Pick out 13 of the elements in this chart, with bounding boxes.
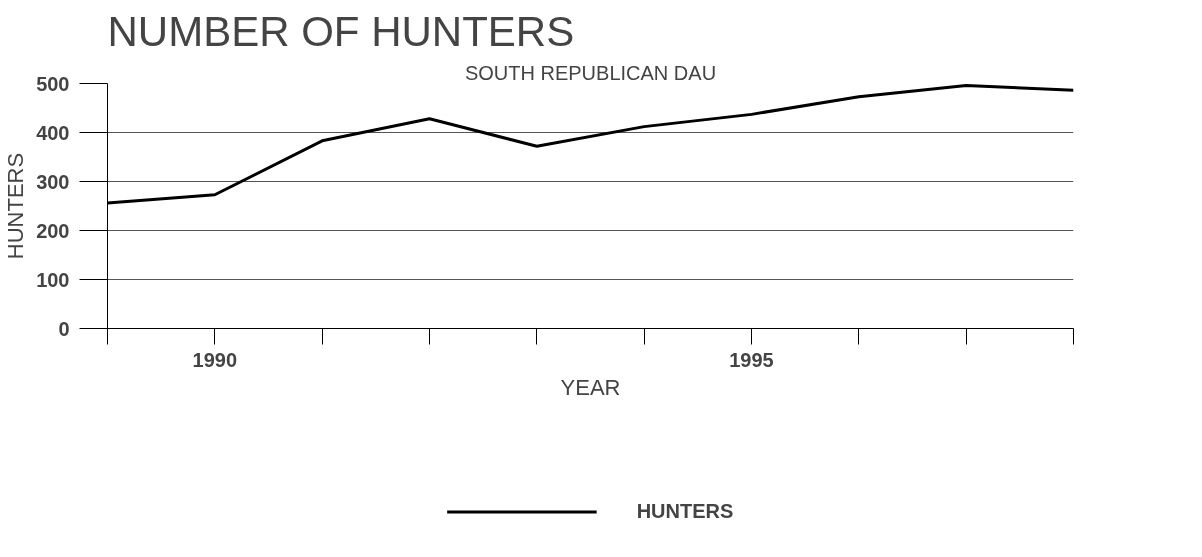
y-tick-label: 0 xyxy=(58,317,70,340)
x-axis-title: YEAR xyxy=(560,374,621,400)
y-axis-title: HUNTERS xyxy=(3,152,29,260)
x-tick-label: 1995 xyxy=(729,348,774,371)
y-tick-label: 300 xyxy=(36,170,70,193)
y-tick-label: 200 xyxy=(36,219,70,242)
y-tick-label: 500 xyxy=(36,72,70,95)
y-tick-label: 100 xyxy=(36,268,70,291)
x-tick-label: 1990 xyxy=(192,348,238,371)
y-tick-label: 400 xyxy=(36,121,70,144)
chart-subtitle: SOUTH REPUBLICAN DAU xyxy=(464,61,717,84)
chart-title: NUMBER OF HUNTERS xyxy=(107,7,575,55)
text: HUNTERS xyxy=(636,499,734,523)
